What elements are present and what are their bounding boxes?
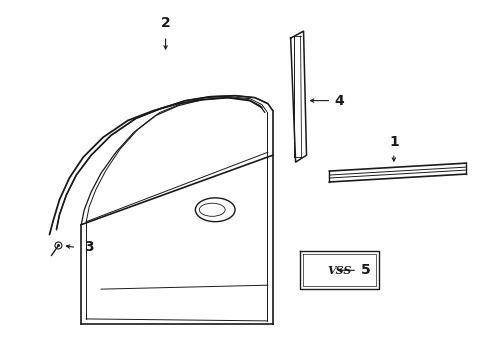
Text: 3: 3: [84, 240, 94, 255]
Text: 2: 2: [161, 16, 170, 30]
Text: 5: 5: [361, 263, 370, 277]
Text: VSS: VSS: [326, 265, 351, 276]
Text: 1: 1: [388, 135, 398, 149]
Text: 4: 4: [334, 94, 344, 108]
